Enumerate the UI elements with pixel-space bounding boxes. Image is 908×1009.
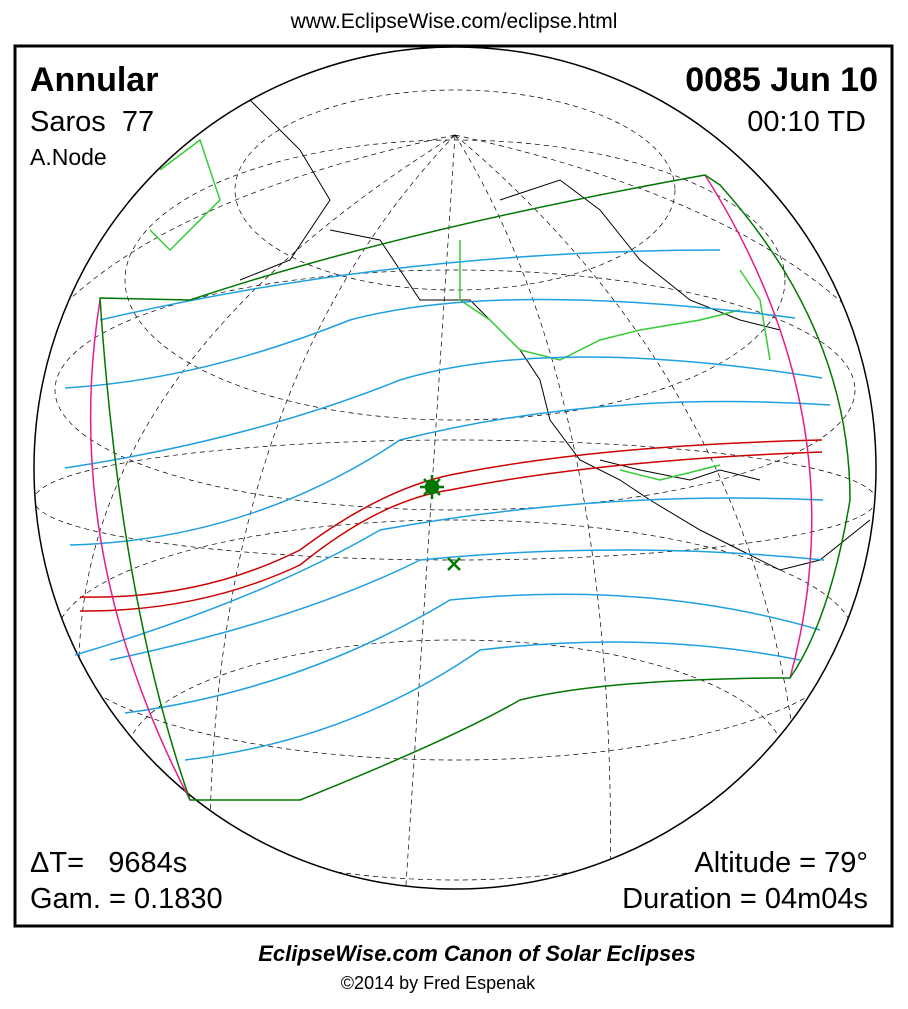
- saros: Saros 77: [30, 106, 154, 138]
- node: A.Node: [30, 144, 107, 170]
- delta-t: ΔT= 9684s: [30, 847, 187, 879]
- greatest-eclipse: [420, 475, 461, 571]
- coastlines: [239, 99, 871, 571]
- borders: [149, 138, 771, 481]
- eclipse-type: Annular: [30, 61, 158, 99]
- footer-title: EclipseWise.com Canon of Solar Eclipses: [258, 941, 696, 966]
- altitude: Altitude = 79°: [694, 847, 868, 879]
- date: 0085 Jun 10: [685, 61, 878, 99]
- penumbra-boundary: [99, 174, 851, 801]
- copyright: ©2014 by Fred Espenak: [341, 973, 536, 993]
- magnitude-curves: [64, 249, 831, 761]
- time: 00:10 TD: [747, 106, 866, 138]
- limit-curves: [89, 174, 813, 801]
- gamma: Gam. = 0.1830: [30, 883, 223, 915]
- path-of-annularity: [79, 439, 823, 612]
- url: www.EclipseWise.com/eclipse.html: [290, 10, 618, 33]
- duration: Duration = 04m04s: [622, 883, 868, 915]
